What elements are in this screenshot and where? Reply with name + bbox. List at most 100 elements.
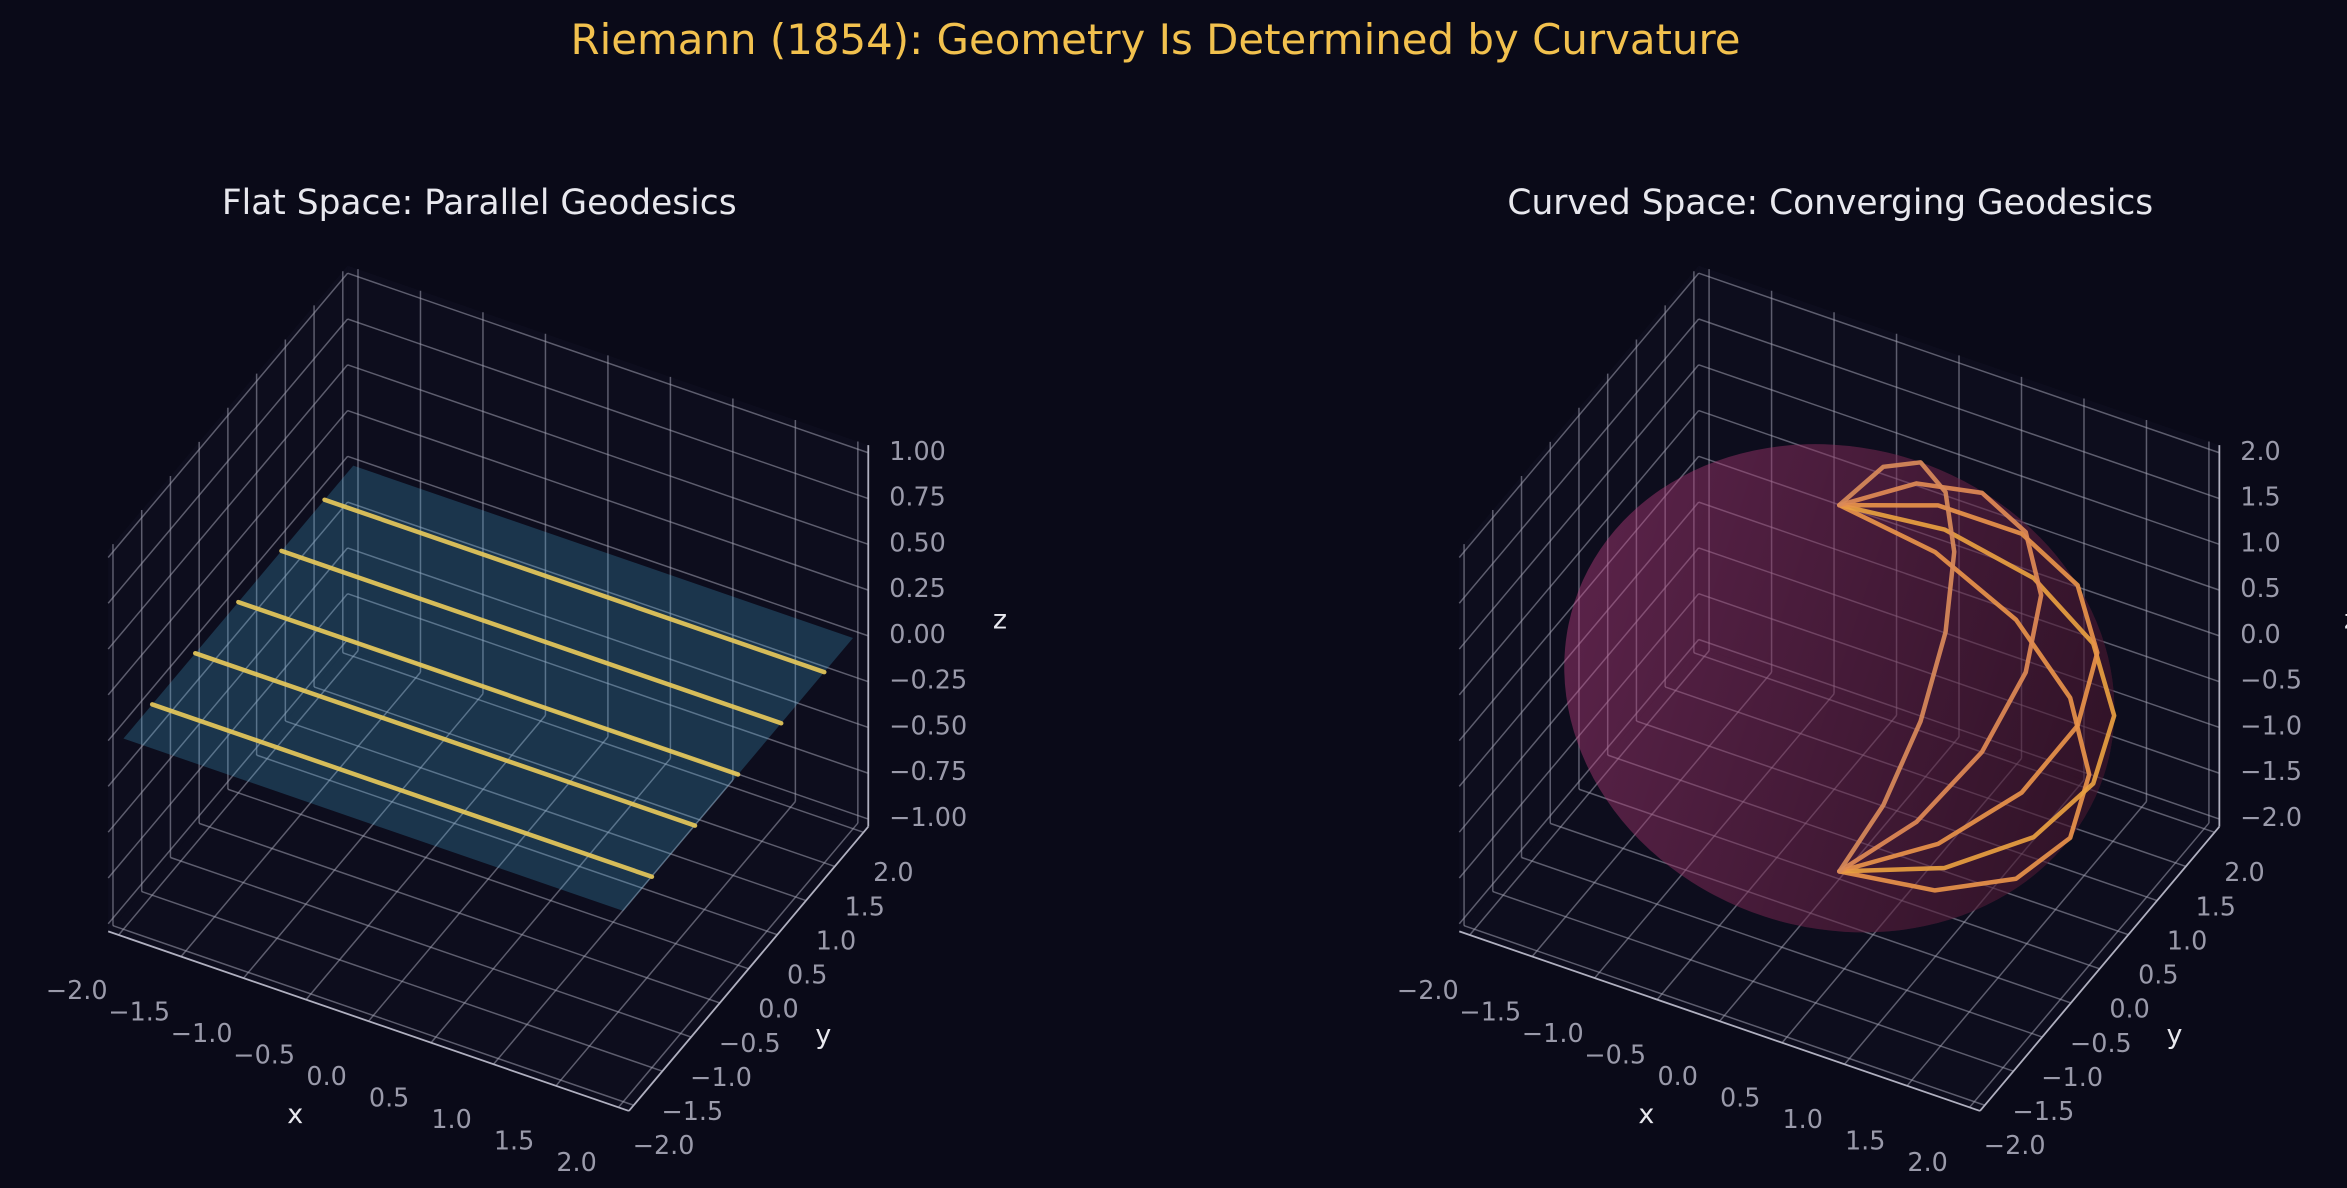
y-tick-label: 0.0 (2109, 994, 2149, 1024)
y-tick-label: −2.0 (633, 1130, 695, 1160)
z-tick-label: −1.5 (2240, 756, 2302, 786)
y-tick-label: −1.0 (2041, 1062, 2103, 1092)
x-tick-label: −0.5 (1584, 1039, 1646, 1069)
y-tick-label: 1.5 (2196, 891, 2236, 921)
grid-line (347, 455, 869, 637)
grid-line (198, 822, 721, 1004)
z-tick-label: −1.00 (889, 802, 967, 832)
geodesic (1837, 502, 2117, 874)
x-axis-label: x (1638, 1099, 1654, 1130)
y-tick-label: 0.0 (758, 994, 798, 1024)
y-tick-label: 1.0 (2167, 925, 2207, 955)
grid-line (347, 547, 869, 729)
grid-line (342, 652, 864, 834)
x-tick-label: 2.0 (556, 1147, 596, 1177)
x-tick-label: 2.0 (1907, 1147, 1947, 1177)
geodesic (1837, 502, 2100, 874)
x-tick-label: −1.5 (108, 996, 170, 1026)
grid-line (256, 754, 778, 936)
x-tick-label: −0.5 (233, 1039, 295, 1069)
grid-line (107, 410, 349, 696)
grid-line (313, 686, 835, 868)
geodesic (193, 651, 698, 828)
grid-line (347, 409, 869, 591)
grid-line (107, 272, 349, 558)
geodesic (236, 599, 741, 777)
x-tick-label: 0.5 (1720, 1083, 1760, 1113)
y-axis-label: y (815, 1020, 831, 1051)
y-tick-label: 2.0 (873, 857, 913, 887)
y-tick-label: −1.5 (661, 1096, 723, 1126)
grid-line (170, 856, 692, 1038)
z-tick-label: 2.0 (2240, 436, 2280, 466)
geodesic (279, 548, 784, 726)
grid-line (347, 501, 869, 683)
subplot-title: Flat Space: Parallel Geodesics (222, 183, 737, 223)
x-tick-label: 0.5 (369, 1083, 409, 1113)
grid-line (1463, 925, 1985, 1106)
z-tick-label: −0.75 (889, 756, 967, 786)
grid-line (227, 788, 749, 970)
z-tick-label: −1.0 (2240, 710, 2302, 740)
x-tick-label: 0.0 (306, 1061, 346, 1091)
grid-line (141, 890, 663, 1072)
grid-line (1698, 364, 2220, 546)
z-tick-label: 0.75 (889, 482, 946, 512)
y-axis-label: y (2167, 1020, 2183, 1051)
x-tick-label: −1.5 (1459, 996, 1521, 1026)
x-tick-label: 1.5 (494, 1126, 534, 1156)
x-tick-label: −2.0 (1397, 975, 1459, 1005)
x-tick-label: 1.0 (431, 1104, 471, 1134)
x-tick-label: −2.0 (46, 975, 108, 1005)
z-tick-label: 0.50 (889, 527, 946, 557)
grid-line (347, 592, 869, 774)
grid-line (107, 593, 349, 879)
grid-line (285, 720, 807, 902)
x-tick-label: 1.0 (1782, 1104, 1822, 1134)
y-tick-label: 1.5 (844, 891, 884, 921)
x-tick-label: 0.0 (1658, 1061, 1698, 1091)
grid-line (107, 318, 349, 604)
grid-line (107, 639, 349, 925)
grid-line (107, 455, 349, 742)
figure-title: Riemann (1854): Geometry Is Determined b… (571, 15, 1741, 64)
z-tick-label: −0.5 (2240, 665, 2302, 695)
y-axis-line (1979, 826, 2221, 1112)
y-tick-label: −1.5 (2013, 1096, 2075, 1126)
grid-line (347, 272, 869, 454)
geodesic (322, 497, 827, 675)
grid-line (1458, 318, 1700, 604)
grid-line (347, 364, 869, 546)
grid-line (1698, 318, 2220, 500)
geodesic (1837, 502, 2092, 893)
z-tick-label: 1.5 (2240, 482, 2280, 512)
z-tick-label: −2.0 (2240, 802, 2302, 832)
grid-line (1458, 364, 1700, 650)
y-axis-line (628, 826, 869, 1112)
y-tick-label: 0.5 (2138, 960, 2178, 990)
y-tick-label: 1.0 (816, 925, 856, 955)
z-tick-label: 0.5 (2240, 573, 2280, 603)
grid-line (112, 925, 634, 1106)
z-tick-label: 0.25 (889, 573, 946, 603)
z-tick-label: 1.0 (2240, 527, 2280, 557)
z-tick-label: −0.25 (889, 665, 967, 695)
z-tick-label: 1.00 (889, 436, 946, 466)
grid-line (107, 547, 349, 833)
grid-line (1458, 410, 1700, 696)
grid-line (107, 501, 349, 787)
grid-line (1698, 272, 2220, 454)
x-tick-label: −1.0 (1522, 1018, 1584, 1048)
grid-line (1521, 856, 2043, 1038)
subplot-title: Curved Space: Converging Geodesics (1507, 183, 2153, 223)
y-tick-label: 2.0 (2224, 857, 2264, 887)
x-axis-line (1458, 930, 1981, 1112)
y-tick-label: −1.0 (690, 1062, 752, 1092)
grid-line (347, 318, 869, 500)
grid-line (1492, 890, 2014, 1072)
grid-line (107, 364, 349, 650)
z-tick-label: 0.0 (2240, 619, 2280, 649)
x-tick-label: −1.0 (171, 1018, 233, 1048)
sphere-shading (1564, 444, 2115, 933)
y-tick-label: 0.5 (787, 960, 827, 990)
